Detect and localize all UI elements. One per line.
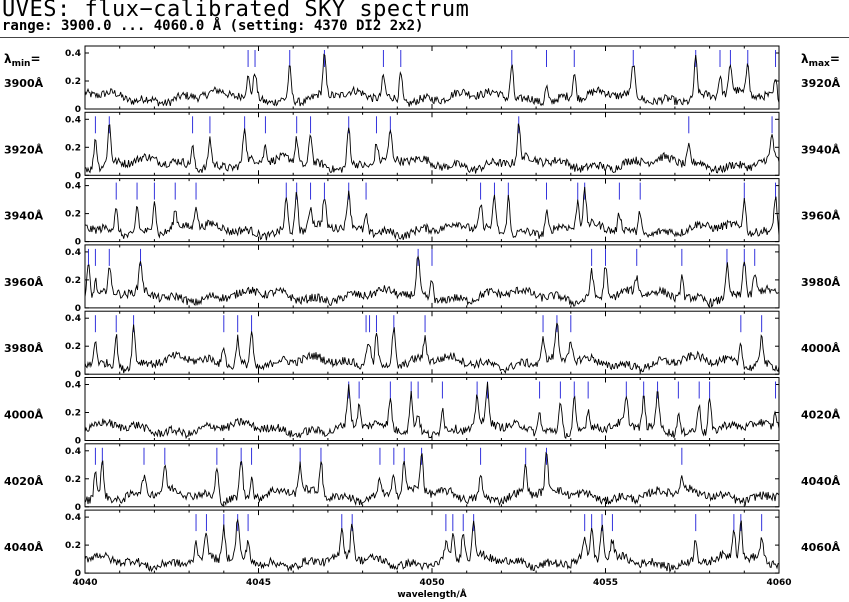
y-tick-label: 0.4: [65, 248, 81, 258]
chart-subtitle: range: 3900.0 ... 4060.0 Å (setting: 437…: [2, 18, 424, 34]
spectrum-panel-5: 0 0.2 0.4 3980Å 4000Å: [4, 310, 841, 380]
y-tick-label: 0.2: [65, 143, 81, 153]
lambda-max-label: 4060Å: [801, 541, 841, 554]
lambda-min-label: 3960Å: [4, 276, 44, 289]
spectrum-panel-7: 0 0.2 0.4 4020Å 4040Å: [4, 443, 841, 513]
chart-title: UVES: flux−calibrated SKY spectrum: [2, 0, 470, 22]
y-tick-label: 0: [75, 171, 81, 181]
lambda-max-label: 3920Å: [801, 77, 841, 90]
lambda-min-label: 4020Å: [4, 475, 44, 488]
spectrum-panel-6: 0 0.2 0.4 4000Å 4020Å: [4, 377, 841, 447]
lambda-min-label: 4040Å: [4, 541, 44, 554]
lambda-max-label: 3960Å: [801, 210, 841, 223]
spectrum-line: [84, 53, 780, 107]
lambda-max-equals: =: [830, 52, 840, 66]
lambda-max-symbol: λ: [801, 52, 809, 66]
x-axis-label: wavelength/Å: [397, 589, 466, 600]
y-tick-label: 0.4: [65, 49, 81, 59]
panel-frame: [84, 509, 780, 574]
spectrum-line: [84, 518, 780, 574]
x-tick-label: 4040: [72, 578, 97, 588]
y-tick-label: 0.4: [65, 115, 81, 125]
lambda-max-label: 4040Å: [801, 475, 841, 488]
x-tick-label: 4060: [766, 578, 791, 588]
x-tick-label: 4045: [246, 578, 271, 588]
y-tick-label: 0.4: [65, 182, 81, 192]
lambda-max-label: 3980Å: [801, 276, 841, 289]
lambda-max-header: λmax=: [801, 52, 840, 69]
panel-frame: [84, 178, 780, 243]
lambda-min-label: 3920Å: [4, 143, 44, 156]
spectrum-panel-1: 0 0.2 0.4 3900Å 3920Å: [4, 45, 841, 115]
spectrum-line: [84, 322, 780, 375]
y-tick-label: 0: [75, 503, 81, 513]
lambda-max-label: 4020Å: [801, 409, 841, 422]
x-tick-label: 4050: [419, 578, 444, 588]
panel-frame: [84, 443, 780, 508]
y-tick-label: 0.2: [65, 409, 81, 419]
lambda-min-label: 4000Å: [4, 409, 44, 422]
y-tick-label: 0.4: [65, 314, 81, 324]
spectrum-line: [84, 186, 780, 241]
spectrum-panel-2: 0 0.2 0.4 3920Å 3940Å: [4, 111, 841, 181]
lambda-max-label: 4000Å: [801, 342, 841, 355]
y-tick-label: 0: [75, 105, 81, 115]
panel-frame: [84, 111, 780, 176]
lambda-min-label: 3940Å: [4, 210, 44, 223]
spectrum-line: [84, 123, 780, 174]
y-tick-label: 0: [75, 238, 81, 248]
y-tick-label: 0: [75, 569, 81, 579]
y-tick-label: 0.2: [65, 276, 81, 286]
y-tick-label: 0.4: [65, 447, 81, 457]
spectrum-line: [84, 255, 779, 308]
y-tick-label: 0.2: [65, 475, 81, 485]
x-tick-label: 4055: [593, 578, 618, 588]
lambda-min-subscript: min: [12, 59, 31, 69]
y-tick-label: 0: [75, 370, 81, 380]
y-tick-label: 0.2: [65, 342, 81, 352]
lambda-min-equals: =: [30, 52, 40, 66]
y-tick-label: 0.4: [65, 513, 81, 523]
lambda-min-label: 3900Å: [4, 77, 44, 90]
lambda-min-symbol: λ: [4, 52, 12, 66]
lambda-min-header: λmin=: [4, 52, 41, 69]
y-tick-label: 0: [75, 304, 81, 314]
y-tick-label: 0.4: [65, 381, 81, 391]
header-divider: [0, 37, 849, 38]
lambda-max-label: 3940Å: [801, 143, 841, 156]
lambda-max-subscript: max: [809, 59, 830, 69]
spectrum-panel-8: 0 0.2 0.4 4040Å 4060Å 4040 4045 4050 4055 4060 wav…: [4, 509, 841, 600]
spectrum-panel-4: 0 0.2 0.4 3960Å 3980Å: [4, 244, 841, 314]
spectrum-line: [84, 381, 780, 440]
y-tick-label: 0.2: [65, 77, 81, 87]
spectrum-line: [84, 451, 780, 507]
spectrum-panel-3: 0 0.2 0.4 3940Å 3960Å: [4, 178, 841, 248]
y-tick-label: 0.2: [65, 210, 81, 220]
y-tick-label: 0.2: [65, 541, 81, 551]
y-tick-label: 0: [75, 437, 81, 447]
spectrum-panels: 0 0.2 0.4 3900Å 3920Å 0 0.2 0.4 3920Å 3940Å 0 0.2 0.…: [4, 45, 841, 600]
lambda-min-label: 3980Å: [4, 342, 44, 355]
